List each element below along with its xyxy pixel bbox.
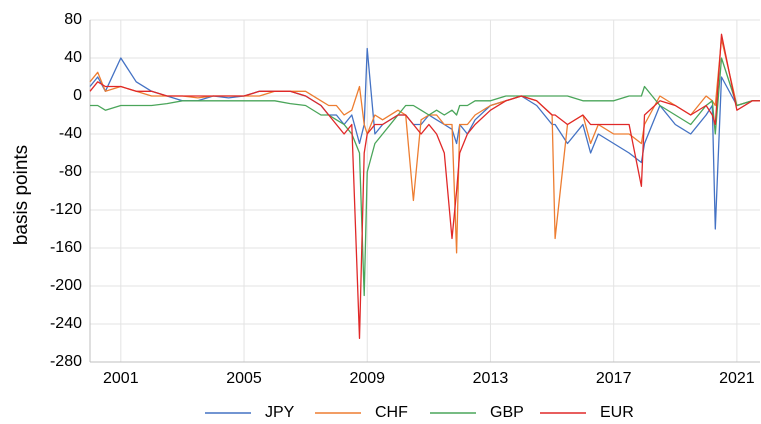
y-tick-label: -200 <box>50 277 82 294</box>
y-tick-label: -280 <box>50 353 82 370</box>
series-line <box>89 47 760 230</box>
legend-label: GBP <box>490 404 524 421</box>
x-tick-label: 2009 <box>349 370 385 387</box>
y-tick-label: -120 <box>50 201 82 218</box>
y-tick-label: -240 <box>50 315 82 332</box>
y-tick-label: 0 <box>73 87 82 104</box>
series-line <box>89 38 760 254</box>
y-axis-label: basis points <box>11 145 32 245</box>
y-tick-label: -160 <box>50 239 82 256</box>
legend-label: CHF <box>375 404 408 421</box>
x-tick-label: 2021 <box>719 370 755 387</box>
legend-label: JPY <box>265 404 295 421</box>
legend-label: EUR <box>600 404 634 421</box>
y-tick-label: 40 <box>64 49 82 66</box>
y-tick-label: -40 <box>59 125 82 142</box>
x-tick-label: 2017 <box>596 370 632 387</box>
y-tick-label: -80 <box>59 163 82 180</box>
x-tick-label: 2005 <box>226 370 262 387</box>
x-tick-label: 2013 <box>473 370 509 387</box>
y-tick-label: 80 <box>64 11 82 28</box>
series-line <box>90 57 760 297</box>
x-tick-label: 2001 <box>103 370 139 387</box>
series-line <box>89 33 760 339</box>
